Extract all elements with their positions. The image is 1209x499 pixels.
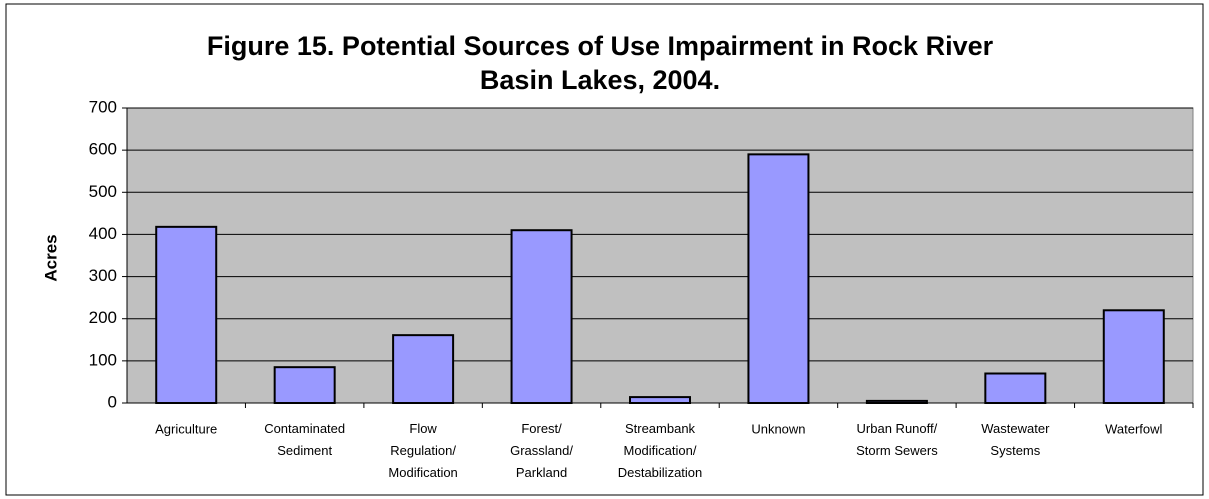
y-tick-label: 0 (108, 392, 117, 411)
x-tick-label: Urban Runoff/Storm Sewers (856, 421, 938, 458)
bar (747, 153, 810, 404)
y-tick-label: 300 (89, 266, 117, 285)
y-tick-label: 700 (89, 97, 117, 116)
chart-title: Figure 15. Potential Sources of Use Impa… (207, 31, 994, 95)
bar (865, 399, 928, 404)
x-tick-label: Contaminated Sediment (264, 421, 345, 458)
x-tick-label: Unknown (751, 421, 805, 436)
bar (155, 225, 218, 404)
bar (273, 366, 336, 404)
x-tick-label: Wastewater Systems (981, 421, 1050, 458)
bar (392, 334, 455, 404)
plot-area (126, 107, 1194, 404)
y-tick-label: 400 (89, 224, 117, 243)
x-tick-label: Waterfowl (1105, 421, 1162, 436)
y-tick-label: 200 (89, 308, 117, 327)
bar (1102, 309, 1165, 404)
y-tick-label: 100 (89, 350, 117, 369)
x-tick-label: Forest/Grassland/Parkland (510, 421, 573, 480)
y-tick-label: 600 (89, 140, 117, 159)
y-axis-label: Acres (41, 234, 60, 281)
x-tick-label: Agriculture (155, 421, 217, 436)
bar (984, 372, 1047, 404)
bar (510, 229, 573, 404)
y-tick-label: 500 (89, 182, 117, 201)
x-tick-label: Flow Regulation/Modification (388, 421, 457, 480)
x-tick-label: Streambank Modification/Destabilization (618, 421, 703, 480)
bar (629, 396, 691, 405)
